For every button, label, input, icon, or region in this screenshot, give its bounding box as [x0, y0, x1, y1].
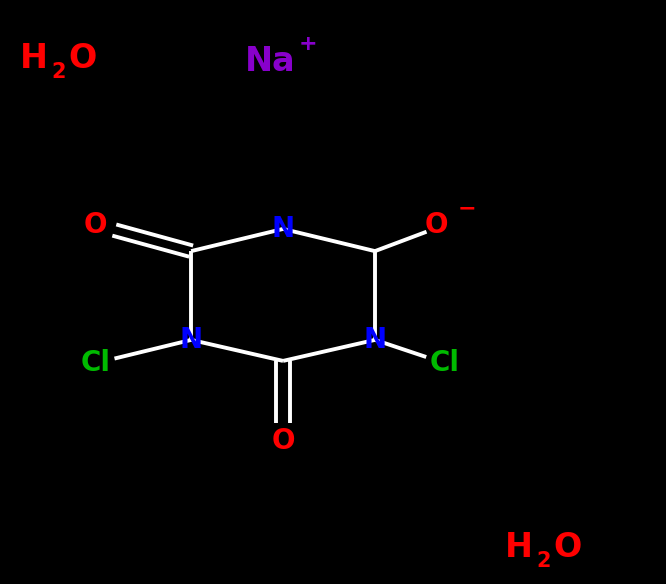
- Text: 2: 2: [536, 551, 551, 571]
- Text: N: N: [364, 326, 386, 354]
- Text: Na: Na: [244, 45, 295, 78]
- Text: Cl: Cl: [80, 349, 111, 377]
- Text: +: +: [298, 34, 317, 54]
- Text: 2: 2: [51, 62, 66, 82]
- Text: N: N: [180, 326, 202, 354]
- Text: O: O: [83, 211, 107, 239]
- Text: O: O: [271, 427, 295, 455]
- Text: O: O: [69, 42, 97, 75]
- Text: O: O: [424, 211, 448, 239]
- Text: −: −: [458, 199, 476, 218]
- Text: N: N: [272, 215, 294, 243]
- Text: O: O: [553, 531, 581, 564]
- Text: Cl: Cl: [430, 349, 460, 377]
- Text: H: H: [20, 42, 48, 75]
- Text: H: H: [505, 531, 533, 564]
